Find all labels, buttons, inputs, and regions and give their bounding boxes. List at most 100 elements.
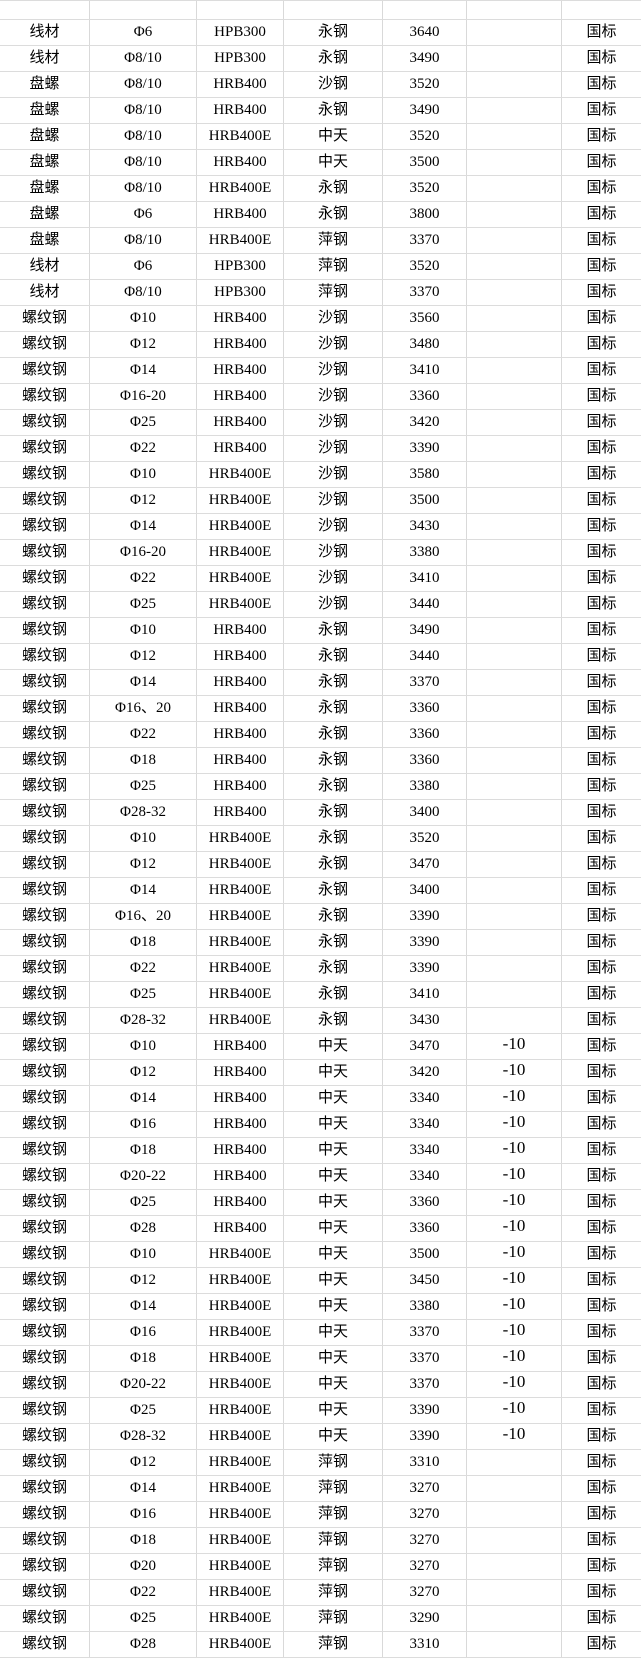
cell-standard[interactable]: 国标 [586, 778, 617, 794]
cell-price[interactable]: 3340 [383, 1164, 467, 1189]
cell-price[interactable]: 3500 [383, 488, 467, 513]
cell-mill[interactable]: 中天 [284, 1268, 383, 1293]
cell-price[interactable]: 3420 [383, 410, 467, 435]
cell-category[interactable]: 螺纹钢 [0, 1112, 90, 1137]
cell-change[interactable] [467, 930, 562, 955]
cell-change[interactable] [467, 280, 562, 305]
cell-standard[interactable]: 国标 [586, 1480, 617, 1496]
cell-standard[interactable]: 国标 [586, 50, 617, 66]
cell-grade[interactable]: HRB400E [197, 514, 284, 539]
cell-grade[interactable]: HRB400 [197, 800, 284, 825]
cell-category[interactable]: 螺纹钢 [0, 566, 90, 591]
cell-spec[interactable]: Φ20-22 [90, 1164, 197, 1189]
cell-price[interactable]: 3360 [383, 722, 467, 747]
cell-standard[interactable]: 国标 [586, 648, 617, 664]
cell-grade[interactable]: HRB400E [197, 462, 284, 487]
cell-change[interactable] [467, 98, 562, 123]
cell-standard[interactable]: 国标 [586, 102, 617, 118]
cell-price[interactable]: 3370 [383, 1346, 467, 1371]
cell-price[interactable]: 3490 [383, 46, 467, 71]
cell-price[interactable]: 3380 [383, 540, 467, 565]
cell-change[interactable]: -10 [467, 1372, 562, 1397]
cell-grade[interactable]: HRB400 [197, 306, 284, 331]
cell-price[interactable]: 3520 [383, 72, 467, 97]
cell-mill[interactable]: 永钢 [284, 748, 383, 773]
cell-category[interactable]: 盘螺 [0, 150, 90, 175]
cell-mill[interactable] [284, 1, 383, 19]
cell-price[interactable]: 3360 [383, 748, 467, 773]
cell-mill[interactable]: 中天 [284, 1424, 383, 1449]
cell-change[interactable] [467, 592, 562, 617]
cell-standard[interactable]: 国标 [586, 752, 617, 768]
cell-category[interactable]: 螺纹钢 [0, 800, 90, 825]
cell-spec[interactable]: Φ12 [90, 488, 197, 513]
cell-grade[interactable]: HPB300 [197, 20, 284, 45]
cell-standard[interactable]: 国标 [586, 804, 617, 820]
cell-grade[interactable]: HRB400 [197, 72, 284, 97]
cell-grade[interactable]: HPB300 [197, 46, 284, 71]
cell-grade[interactable]: HRB400E [197, 1268, 284, 1293]
cell-category[interactable]: 螺纹钢 [0, 826, 90, 851]
cell-standard[interactable]: 国标 [586, 180, 617, 196]
cell-price[interactable]: 3370 [383, 228, 467, 253]
cell-spec[interactable]: Φ25 [90, 592, 197, 617]
cell-category[interactable]: 线材 [0, 46, 90, 71]
cell-change[interactable] [467, 514, 562, 539]
cell-price[interactable]: 3580 [383, 462, 467, 487]
cell-grade[interactable]: HRB400 [197, 150, 284, 175]
cell-spec[interactable]: Φ8/10 [90, 228, 197, 253]
cell-grade[interactable]: HRB400E [197, 878, 284, 903]
cell-standard[interactable]: 国标 [586, 726, 617, 742]
cell-grade[interactable]: HRB400 [197, 1112, 284, 1137]
cell-category[interactable]: 螺纹钢 [0, 878, 90, 903]
cell-standard[interactable]: 国标 [586, 128, 617, 144]
cell-change[interactable] [467, 20, 562, 45]
cell-price[interactable]: 3340 [383, 1138, 467, 1163]
cell-change[interactable] [467, 1632, 562, 1657]
cell-standard[interactable]: 国标 [586, 1194, 617, 1210]
cell-mill[interactable]: 萍钢 [284, 1606, 383, 1631]
cell-spec[interactable]: Φ12 [90, 1450, 197, 1475]
cell-change[interactable]: -10 [467, 1242, 562, 1267]
cell-price[interactable]: 3290 [383, 1606, 467, 1631]
cell-category[interactable]: 螺纹钢 [0, 592, 90, 617]
cell-category[interactable]: 螺纹钢 [0, 1138, 90, 1163]
cell-category[interactable]: 盘螺 [0, 176, 90, 201]
cell-price[interactable]: 3270 [383, 1554, 467, 1579]
cell-change[interactable] [467, 904, 562, 929]
cell-change[interactable] [467, 202, 562, 227]
cell-price[interactable]: 3370 [383, 1372, 467, 1397]
cell-spec[interactable]: Φ14 [90, 1476, 197, 1501]
cell-category[interactable]: 螺纹钢 [0, 514, 90, 539]
cell-category[interactable]: 螺纹钢 [0, 1164, 90, 1189]
cell-spec[interactable]: Φ8/10 [90, 72, 197, 97]
cell-category[interactable]: 螺纹钢 [0, 1086, 90, 1111]
cell-price[interactable]: 3500 [383, 1242, 467, 1267]
cell-change[interactable] [467, 1502, 562, 1527]
cell-standard[interactable]: 国标 [586, 674, 617, 690]
cell-standard[interactable]: 国标 [586, 1090, 617, 1106]
cell-standard[interactable]: 国标 [586, 544, 617, 560]
cell-change[interactable]: -10 [467, 1086, 562, 1111]
cell-mill[interactable]: 永钢 [284, 1008, 383, 1033]
cell-spec[interactable]: Φ28 [90, 1216, 197, 1241]
cell-standard[interactable]: 国标 [586, 1324, 617, 1340]
cell-category[interactable]: 螺纹钢 [0, 1528, 90, 1553]
cell-mill[interactable]: 中天 [284, 1242, 383, 1267]
cell-grade[interactable]: HRB400E [197, 1476, 284, 1501]
cell-mill[interactable]: 沙钢 [284, 566, 383, 591]
cell-change[interactable] [467, 72, 562, 97]
cell-mill[interactable]: 沙钢 [284, 436, 383, 461]
cell-spec[interactable]: Φ22 [90, 436, 197, 461]
cell-grade[interactable]: HRB400 [197, 696, 284, 721]
cell-grade[interactable]: HRB400 [197, 748, 284, 773]
cell-grade[interactable]: HRB400E [197, 982, 284, 1007]
cell-standard[interactable]: 国标 [586, 310, 617, 326]
cell-mill[interactable]: 萍钢 [284, 1528, 383, 1553]
cell-mill[interactable]: 中天 [284, 1216, 383, 1241]
cell-spec[interactable]: Φ22 [90, 1580, 197, 1605]
cell-spec[interactable]: Φ6 [90, 20, 197, 45]
cell-spec[interactable]: Φ12 [90, 644, 197, 669]
cell-spec[interactable]: Φ10 [90, 618, 197, 643]
cell-mill[interactable]: 中天 [284, 1086, 383, 1111]
